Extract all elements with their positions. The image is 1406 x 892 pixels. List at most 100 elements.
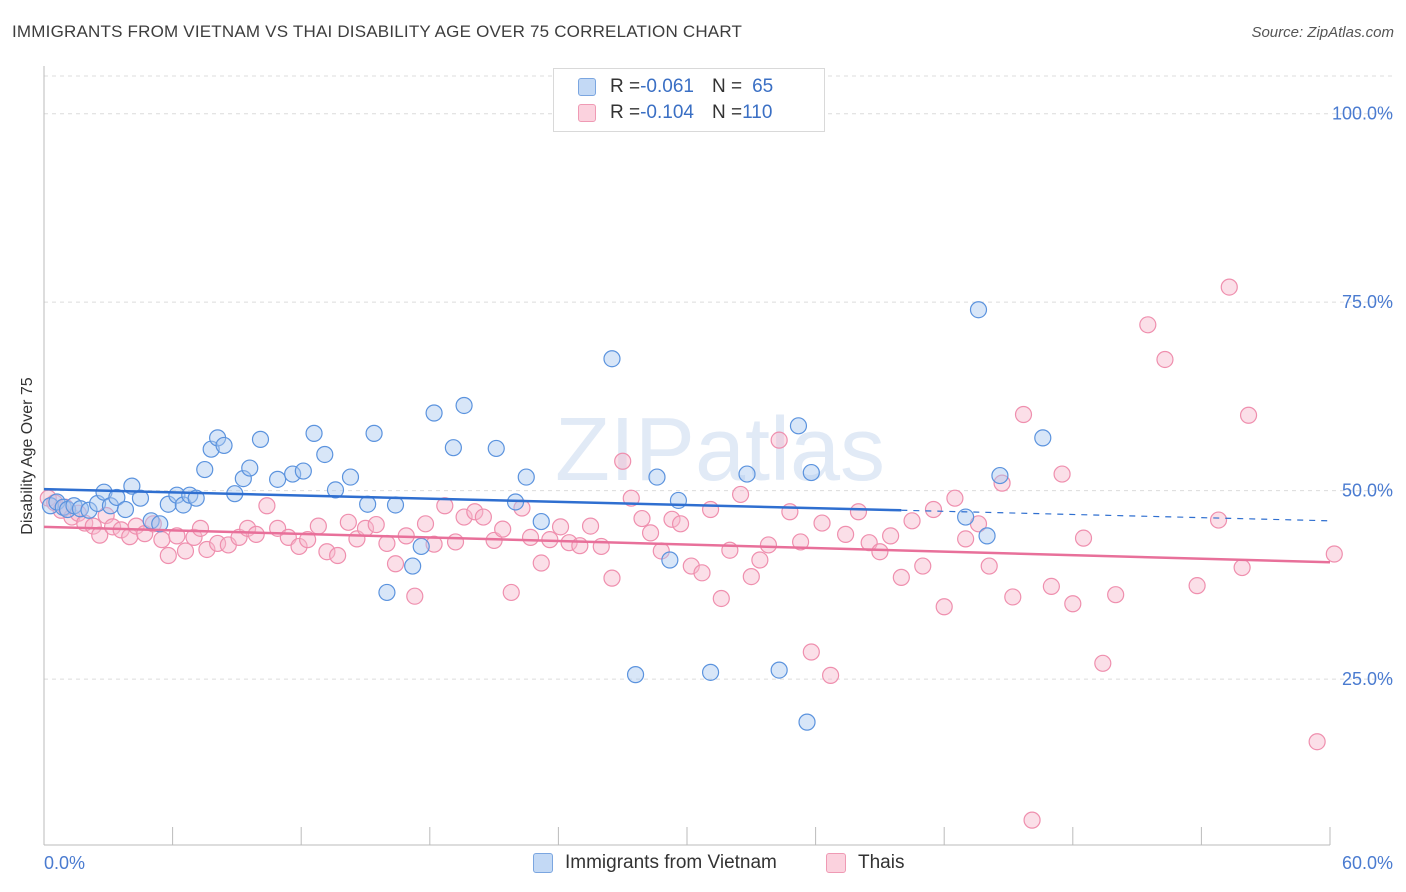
y-tick-label: 100.0% — [1332, 104, 1393, 124]
thais-point — [633, 509, 651, 528]
n-value-thais: 110 — [742, 102, 773, 123]
thais-point — [641, 524, 660, 542]
thais-point — [455, 508, 473, 526]
vietnam-point — [991, 466, 1009, 485]
vietnam-point — [215, 436, 233, 455]
thais-point — [551, 518, 570, 536]
vietnam-point — [648, 468, 666, 486]
thais-point — [802, 643, 820, 661]
thais-point — [144, 515, 162, 533]
vietnam-point — [251, 430, 270, 448]
thais-point — [849, 503, 868, 521]
thais-point — [1064, 595, 1082, 613]
thais-point — [614, 452, 632, 470]
vietnam-trend-line — [43, 487, 902, 512]
thais-point — [1188, 577, 1206, 595]
vietnam-point — [770, 661, 788, 679]
thais-point — [1233, 558, 1251, 577]
thais-point — [603, 569, 621, 587]
thais-point — [168, 527, 186, 545]
r-value-vietnam: -0.061 — [640, 76, 694, 97]
vietnam-point — [386, 496, 405, 514]
thais-point — [416, 515, 435, 533]
thais-point — [671, 515, 690, 533]
thais-point — [837, 525, 855, 543]
y-tick-label: 25.0% — [1342, 669, 1393, 689]
vietnam-point — [603, 350, 621, 368]
thais-point — [191, 519, 210, 537]
thais-point — [198, 540, 216, 559]
thais-trend-line — [43, 525, 1331, 564]
vietnam-point — [661, 551, 679, 569]
trend-lines — [43, 487, 1331, 564]
vietnam-point — [487, 439, 505, 458]
thais-point — [466, 503, 484, 521]
thais-point — [980, 557, 998, 575]
x-tick-label: 0.0% — [44, 853, 85, 873]
thais-point — [502, 583, 520, 602]
series-legend: Immigrants from Vietnam Thais — [0, 852, 1406, 876]
legend-item-thais[interactable]: Thais — [826, 852, 904, 874]
vietnam-point — [969, 301, 988, 319]
thais-point — [367, 515, 385, 534]
vietnam-point — [1034, 429, 1052, 447]
thais-point — [822, 666, 840, 684]
thais-point — [622, 489, 640, 507]
y-tick-label: 50.0% — [1342, 481, 1393, 501]
vietnam-point — [159, 495, 177, 513]
correlation-legend: R = -0.061 N = 65 R = -0.104 N = 110 — [553, 68, 825, 132]
thais-point — [521, 528, 540, 547]
vietnam-point — [444, 439, 462, 457]
vietnam-point — [108, 488, 126, 507]
thais-point — [682, 557, 700, 575]
vietnam-point — [365, 424, 383, 442]
thais-point — [712, 589, 730, 608]
vietnam-point — [316, 445, 334, 464]
vietnam-point — [116, 500, 135, 519]
vietnam-point — [798, 713, 816, 731]
thais-point — [436, 497, 454, 515]
thais-point — [474, 508, 492, 526]
thais-point — [494, 520, 512, 538]
vietnam-point — [269, 470, 287, 488]
watermark: ZIPatlas — [555, 400, 885, 500]
legend-item-vietnam[interactable]: Immigrants from Vietnam — [533, 852, 777, 874]
n-label: N = — [711, 76, 743, 97]
vietnam-point — [412, 537, 430, 556]
thais-point — [532, 554, 550, 572]
vietnam-point — [294, 462, 312, 480]
thais-point — [1156, 350, 1174, 369]
thais-legend-swatch — [826, 853, 846, 873]
legend-label-thais: Thais — [858, 852, 905, 873]
vietnam-point — [455, 396, 473, 415]
vietnam-point — [241, 459, 259, 477]
thais-point — [1107, 586, 1125, 604]
thais-point — [693, 564, 711, 582]
vietnam-point — [978, 527, 996, 545]
thais-point — [1074, 529, 1093, 547]
thais-point — [751, 551, 769, 569]
thais-point — [247, 525, 265, 543]
legend-row-vietnam: R = -0.061 N = 65 — [578, 75, 773, 99]
chart-source: Source: ZipAtlas.com — [1251, 24, 1394, 41]
vietnam-point — [131, 489, 150, 507]
thais-point — [903, 512, 921, 530]
thais-point — [882, 527, 900, 545]
thais-point — [759, 536, 778, 554]
thais-point — [299, 531, 317, 549]
vietnam-point — [341, 468, 360, 486]
thais-point — [571, 537, 589, 555]
vietnam-point — [517, 468, 535, 486]
thais-point — [290, 537, 308, 556]
vietnam-point — [425, 404, 443, 422]
vietnam-point — [71, 500, 90, 518]
thais-point — [1220, 278, 1238, 296]
thais-point — [185, 528, 203, 547]
vietnam-point — [626, 666, 645, 684]
vietnam-point — [404, 557, 422, 575]
vietnam-point — [284, 465, 302, 483]
thais-point — [1053, 465, 1071, 483]
thais-point — [731, 485, 750, 504]
thais-point — [378, 534, 396, 553]
